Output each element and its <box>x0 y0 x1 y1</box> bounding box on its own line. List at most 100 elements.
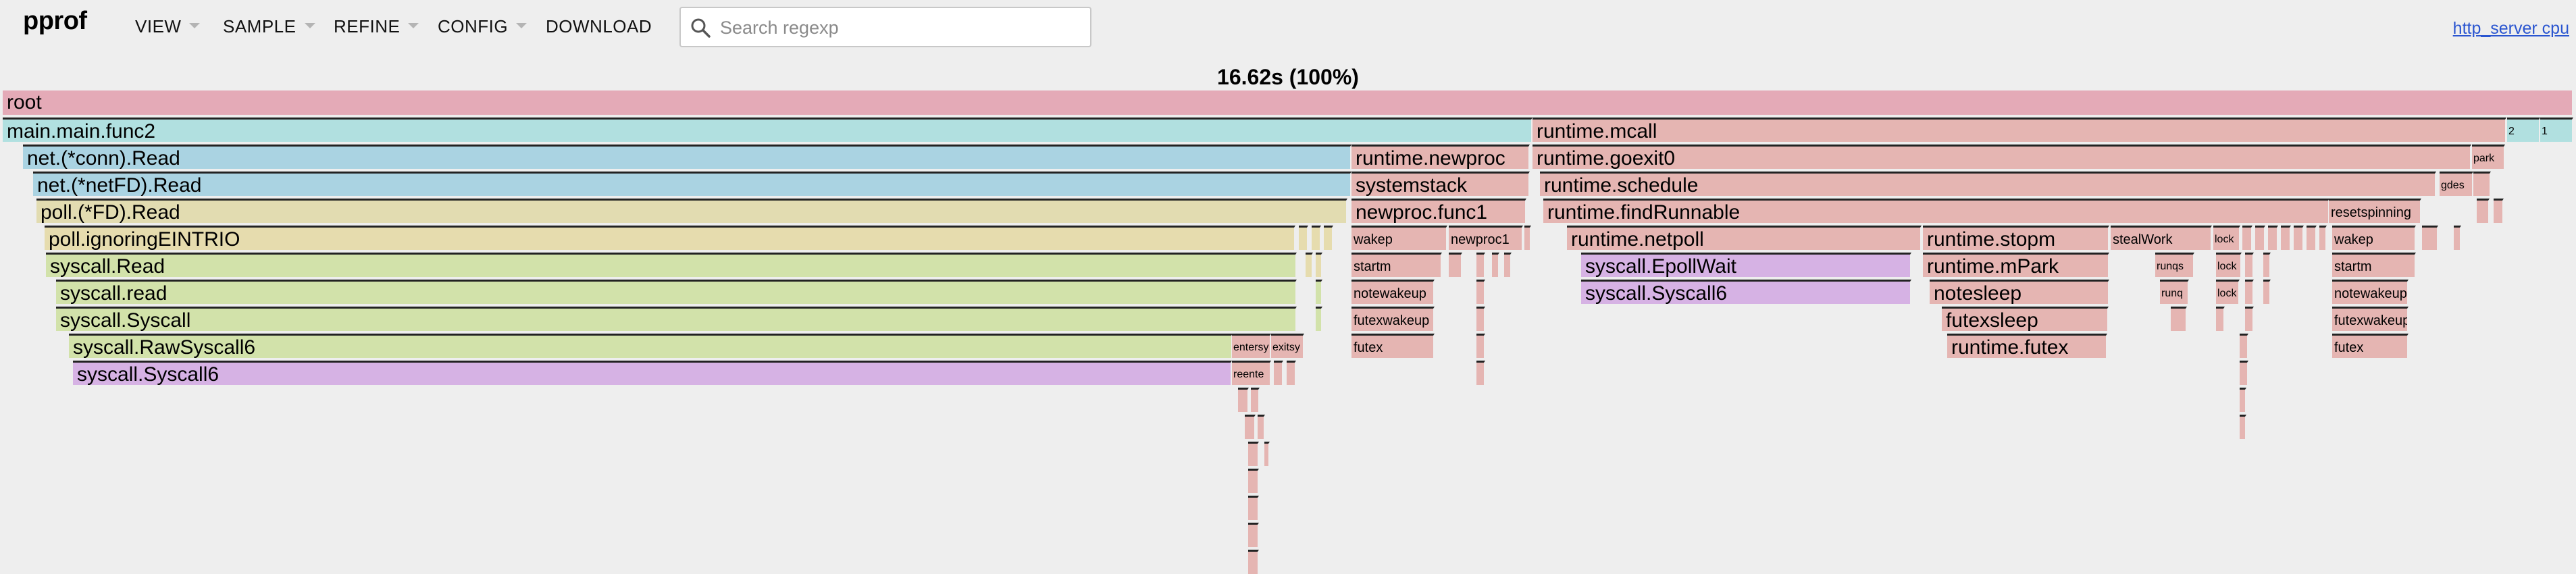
flame-frame[interactable] <box>2294 226 2304 250</box>
flame-frame[interactable]: reente <box>1232 361 1271 385</box>
flame-frame[interactable] <box>1238 388 1249 412</box>
flame-frame[interactable]: runtime.newproc <box>1351 145 1530 169</box>
flame-frame[interactable] <box>1264 442 1270 466</box>
flame-frame[interactable] <box>1258 415 1265 439</box>
flame-frame[interactable]: systemstack <box>1351 172 1530 196</box>
flame-frame[interactable]: syscall.Syscall6 <box>1581 280 1911 304</box>
flame-frame[interactable] <box>1504 253 1512 277</box>
flame-frame[interactable] <box>1245 415 1256 439</box>
flame-frame[interactable]: net.(*conn).Read <box>23 145 1351 169</box>
flame-frame[interactable] <box>1476 307 1485 331</box>
flame-frame[interactable]: syscall.EpollWait <box>1581 253 1911 277</box>
flame-frame[interactable] <box>1316 253 1322 277</box>
flame-frame[interactable] <box>2473 172 2491 196</box>
flame-frame[interactable] <box>2245 253 2254 277</box>
flame-frame[interactable]: poll.ignoringEINTRIO <box>45 226 1295 250</box>
flame-frame[interactable] <box>2281 226 2291 250</box>
flame-frame[interactable] <box>2240 361 2248 385</box>
flame-frame[interactable] <box>2263 280 2271 304</box>
flame-frame[interactable]: runtime.goexit0 <box>1532 145 2471 169</box>
flame-frame[interactable] <box>1287 361 1296 385</box>
flame-frame[interactable]: poll.(*FD).Read <box>36 199 1347 223</box>
flame-frame[interactable]: resetspinning <box>2329 199 2421 223</box>
flame-frame[interactable] <box>1248 496 1259 520</box>
flame-frame[interactable]: runtime.schedule <box>1540 172 2436 196</box>
flame-frame[interactable] <box>2242 226 2252 250</box>
flame-frame[interactable]: exitsy <box>1271 334 1304 358</box>
flame-frame[interactable]: wakep <box>1351 226 1447 250</box>
flame-frame[interactable]: syscall.Read <box>46 253 1297 277</box>
flame-frame[interactable]: notewakeup <box>2332 280 2408 304</box>
flame-frame[interactable]: main.main.func2 <box>3 118 1532 142</box>
flame-frame[interactable] <box>1274 361 1283 385</box>
flame-frame[interactable] <box>2245 307 2254 331</box>
flame-frame[interactable] <box>2263 253 2271 277</box>
flame-frame[interactable] <box>1306 253 1313 277</box>
flame-frame[interactable]: runtime.mPark <box>1923 253 2109 277</box>
flame-frame[interactable]: futex <box>1351 334 1435 358</box>
flame-frame[interactable] <box>1476 253 1485 277</box>
flame-frame[interactable]: lock <box>2216 253 2242 277</box>
flame-frame[interactable] <box>1316 307 1322 331</box>
flame-frame[interactable]: runtime.mcall <box>1532 118 2506 142</box>
flame-frame[interactable]: syscall.read <box>56 280 1297 304</box>
flame-frame[interactable] <box>2216 307 2225 331</box>
flame-frame[interactable] <box>1316 280 1322 304</box>
flame-frame[interactable] <box>1251 388 1260 412</box>
flame-frame[interactable]: notewakeup <box>1351 280 1435 304</box>
flame-frame[interactable]: futexwakeup <box>1351 307 1435 331</box>
flame-frame[interactable]: lock <box>2216 280 2240 304</box>
flame-frame[interactable] <box>2268 226 2278 250</box>
flame-frame[interactable] <box>1449 253 1462 277</box>
menu-refine[interactable]: REFINE <box>334 16 419 37</box>
flame-frame[interactable]: startm <box>2332 253 2416 277</box>
flame-frame[interactable] <box>2477 199 2490 223</box>
flame-frame[interactable] <box>1299 226 1308 250</box>
flame-frame[interactable] <box>2454 226 2461 250</box>
search-input[interactable] <box>719 12 1086 43</box>
menu-sample[interactable]: SAMPLE <box>223 16 315 37</box>
flame-frame[interactable] <box>2240 388 2246 412</box>
flame-frame[interactable]: 2 <box>2507 118 2540 142</box>
flame-frame[interactable]: futexsleep <box>1942 307 2109 331</box>
menu-download[interactable]: DOWNLOAD <box>546 16 652 37</box>
flame-frame[interactable]: gdes <box>2440 172 2473 196</box>
flame-frame[interactable] <box>2319 226 2327 250</box>
flame-frame[interactable] <box>2240 334 2248 358</box>
flame-frame[interactable]: 1 <box>2540 118 2573 142</box>
flame-frame[interactable] <box>1524 226 1531 250</box>
flame-frame[interactable] <box>2171 307 2187 331</box>
flame-frame[interactable]: newproc1 <box>1449 226 1523 250</box>
flame-frame[interactable] <box>1248 523 1259 547</box>
flame-frame[interactable] <box>1476 334 1485 358</box>
flame-frame[interactable] <box>2255 226 2265 250</box>
flame-frame[interactable]: newproc.func1 <box>1351 199 1526 223</box>
flame-frame[interactable] <box>2307 226 2317 250</box>
flame-frame[interactable]: net.(*netFD).Read <box>33 172 1351 196</box>
flame-frame[interactable]: startm <box>1351 253 1442 277</box>
menu-view[interactable]: VIEW <box>135 16 201 37</box>
flame-frame[interactable]: futex <box>2332 334 2408 358</box>
flame-frame[interactable]: syscall.RawSyscall6 <box>69 334 1233 358</box>
flame-frame[interactable] <box>2422 226 2438 250</box>
flame-frame[interactable]: runqs <box>2155 253 2194 277</box>
flame-frame[interactable]: syscall.Syscall6 <box>73 361 1232 385</box>
flame-frame[interactable]: runtime.stopm <box>1923 226 2109 250</box>
flame-frame[interactable] <box>1248 469 1259 493</box>
flame-frame[interactable]: runtime.futex <box>1947 334 2107 358</box>
flame-frame[interactable] <box>1492 253 1499 277</box>
flame-frame[interactable]: runtime.findRunnable <box>1543 199 2329 223</box>
flame-frame[interactable]: futexwakeup <box>2332 307 2408 331</box>
flame-frame[interactable]: lock <box>2213 226 2240 250</box>
flame-frame[interactable] <box>1476 361 1485 385</box>
flame-frame[interactable]: runq <box>2160 280 2189 304</box>
flame-frame[interactable]: runtime.netpoll <box>1567 226 1922 250</box>
flame-frame[interactable]: root <box>3 90 2573 115</box>
flame-frame[interactable] <box>1248 550 1259 574</box>
profile-link[interactable]: http_server cpu <box>2452 19 2569 38</box>
flame-frame[interactable] <box>1476 280 1485 304</box>
flame-frame[interactable] <box>1312 226 1321 250</box>
flame-frame[interactable] <box>2245 280 2254 304</box>
flame-frame[interactable]: notesleep <box>1930 280 2109 304</box>
flame-frame[interactable]: stealWork <box>2111 226 2212 250</box>
